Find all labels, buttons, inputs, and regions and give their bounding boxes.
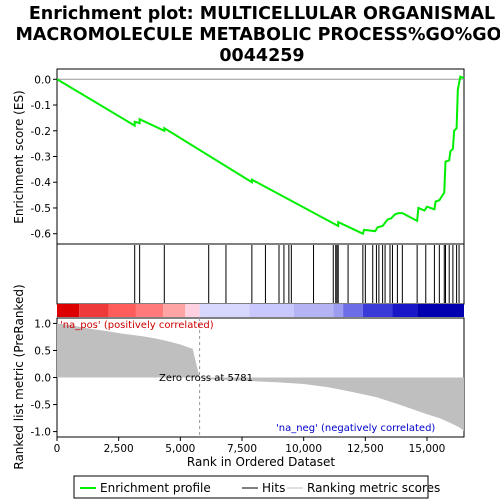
color-bar-segment xyxy=(79,304,109,317)
color-bar-segment xyxy=(333,304,344,317)
na-pos-label: 'na_pos' (positively correlated) xyxy=(60,320,214,331)
x-tick-label: 0 xyxy=(54,443,61,455)
x-axis-label: Rank in Ordered Dataset xyxy=(187,455,335,469)
ranked-y-axis-label: Ranked list metric (PreRanked) xyxy=(12,284,26,469)
color-bar-segment xyxy=(417,304,464,317)
color-bar-segment xyxy=(163,304,186,317)
es-y-tick-label: -0.2 xyxy=(31,126,52,138)
es-y-tick-label: -0.5 xyxy=(31,203,52,215)
color-bar-segment xyxy=(57,304,80,317)
rank-color-bar xyxy=(57,304,464,317)
ranked-y-tick-label: -1.0 xyxy=(31,427,52,439)
ranked-y-tick-label: 1.0 xyxy=(34,318,51,330)
x-tick-label: 10,000 xyxy=(285,443,322,455)
color-bar-segment xyxy=(108,304,136,317)
es-y-axis-label: Enrichment score (ES) xyxy=(12,90,26,223)
x-tick-label: 7,500 xyxy=(227,443,257,455)
title-line-3: 0044259 xyxy=(219,46,304,66)
x-tick-label: 2,500 xyxy=(104,443,134,455)
es-y-tick-label: -0.3 xyxy=(31,152,52,164)
color-bar-segment xyxy=(249,304,294,317)
ranked-y-tick-label: -0.5 xyxy=(31,400,52,412)
hit-marks xyxy=(134,245,460,303)
es-y-ticks: 0.0 -0.1 -0.2 -0.3 -0.4 -0.5 -0.6 xyxy=(31,74,57,241)
es-y-tick-label: 0.0 xyxy=(34,74,51,86)
color-bar-segment xyxy=(392,304,418,317)
x-tick-label: 5,000 xyxy=(165,443,195,455)
x-tick-label: 15,000 xyxy=(409,443,446,455)
legend-hits: Hits xyxy=(262,481,285,495)
es-y-tick-label: -0.6 xyxy=(31,229,52,241)
color-bar-segment xyxy=(135,304,164,317)
color-bar-segment xyxy=(185,304,200,317)
legend-enrichment-profile: Enrichment profile xyxy=(100,481,211,495)
x-tick-label: 12,500 xyxy=(347,443,384,455)
es-y-tick-label: -0.4 xyxy=(31,177,52,189)
es-panel-frame xyxy=(56,68,465,245)
zero-cross-label: Zero cross at 5781 xyxy=(159,373,253,384)
legend-box xyxy=(73,475,429,499)
title-line-2: MACROMOLECULE METABOLIC PROCESS%GO%GO: xyxy=(15,25,500,45)
ranked-y-tick-label: 0.5 xyxy=(34,345,51,357)
ranked-y-ticks: 1.0 0.5 0.0 -0.5 -1.0 xyxy=(31,318,57,439)
x-ticks: 0 2,500 5,000 7,500 10,000 12,500 15,000 xyxy=(54,437,446,455)
title-line-1: Enrichment plot: MULTICELLULAR ORGANISMA… xyxy=(29,4,495,24)
color-bar-segment xyxy=(343,304,363,317)
ranking-metric-area xyxy=(57,323,464,432)
color-bar-segment xyxy=(362,304,393,317)
legend-ranking-metric-scores: Ranking metric scores xyxy=(307,481,440,495)
enrichment-profile-line xyxy=(56,75,465,236)
color-bar-segment xyxy=(199,304,250,317)
na-neg-label: 'na_neg' (negatively correlated) xyxy=(276,423,435,434)
ranked-y-tick-label: 0.0 xyxy=(34,373,51,385)
color-bar-segment xyxy=(293,304,334,317)
es-y-tick-label: -0.1 xyxy=(31,100,52,112)
hits-panel-frame xyxy=(56,243,465,305)
